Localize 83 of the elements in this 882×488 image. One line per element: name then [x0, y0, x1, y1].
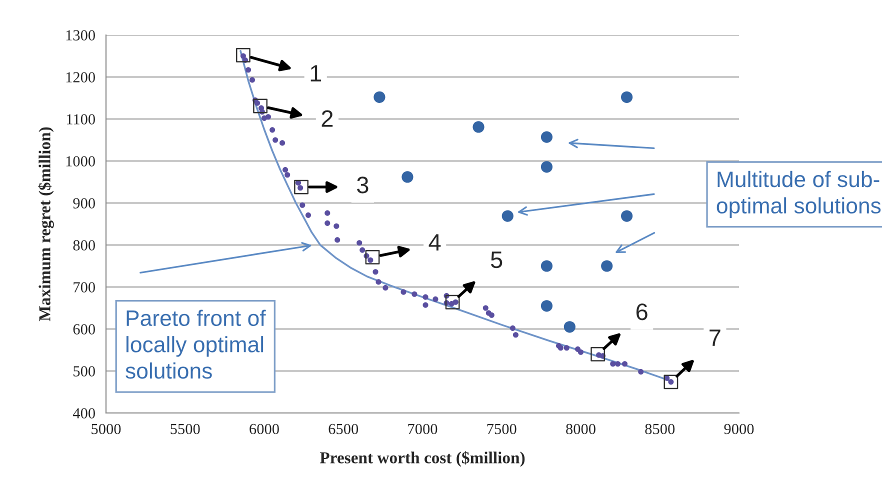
- x-tick-label: 6000: [250, 424, 279, 434]
- x-tick-label: 9000: [724, 424, 754, 434]
- point: [372, 269, 378, 275]
- x-tick-label: 8500: [645, 424, 675, 434]
- x-axis-title: Present worth cost ($million): [320, 451, 525, 467]
- annotation: 5: [490, 252, 502, 268]
- point: [374, 91, 386, 103]
- point: [334, 223, 340, 229]
- point: [334, 237, 340, 243]
- point: [615, 361, 621, 367]
- y-tick-label: 500: [74, 366, 95, 376]
- x-tick-label: 5500: [170, 424, 200, 434]
- point: [510, 325, 516, 331]
- point: [305, 212, 312, 218]
- point: [422, 302, 428, 308]
- point: [265, 114, 271, 120]
- annotation: 6: [636, 303, 648, 320]
- point: [324, 220, 330, 226]
- point: [270, 127, 276, 133]
- point: [620, 210, 633, 222]
- point: [578, 349, 584, 355]
- x-tick-label: 7500: [487, 424, 516, 434]
- point: [360, 247, 366, 253]
- point: [664, 374, 678, 390]
- point: [622, 361, 628, 367]
- y-tick-label: 1000: [66, 156, 95, 166]
- point: [590, 346, 606, 362]
- point: [512, 332, 518, 338]
- point: [272, 137, 278, 143]
- annotation: 4: [428, 234, 441, 250]
- x-tick-label: 7000: [408, 424, 438, 434]
- point: [382, 285, 388, 291]
- point: [280, 140, 286, 146]
- y-tick-label: 400: [72, 408, 95, 418]
- point: [638, 369, 644, 375]
- point: [245, 67, 252, 73]
- point: [282, 167, 288, 173]
- y-tick-label: 1200: [66, 72, 95, 82]
- point: [502, 210, 514, 222]
- point: [249, 77, 255, 83]
- point: [324, 210, 330, 216]
- point: [540, 300, 553, 312]
- annotation: Multitude of sub- optimal solutions: [716, 170, 881, 218]
- point: [564, 321, 576, 333]
- point: [610, 361, 616, 367]
- y-tick-label: 900: [73, 198, 95, 208]
- point: [412, 291, 418, 297]
- x-tick-label: 8000: [566, 424, 596, 434]
- point: [472, 121, 484, 133]
- point: [445, 294, 460, 310]
- point: [294, 180, 308, 194]
- point: [253, 98, 268, 114]
- annotation: Pareto front of locally optimal solutions: [126, 310, 266, 379]
- point: [236, 48, 250, 62]
- point: [601, 260, 613, 272]
- annotation: 1: [310, 65, 322, 82]
- point: [564, 345, 570, 351]
- point: [365, 250, 380, 264]
- point: [284, 172, 290, 178]
- point: [540, 161, 553, 173]
- y-tick-label: 1100: [66, 114, 95, 124]
- point: [422, 294, 428, 300]
- y-axis-title: Maximum regret ($million): [38, 127, 54, 322]
- point: [400, 289, 406, 295]
- point: [540, 131, 553, 143]
- annotation: 2: [322, 110, 333, 127]
- point: [402, 171, 414, 183]
- annotation: 3: [357, 176, 368, 194]
- point: [540, 260, 553, 272]
- y-tick-label: 600: [73, 324, 95, 334]
- point: [356, 240, 362, 246]
- point: [620, 91, 633, 103]
- y-tick-label: 800: [73, 240, 95, 250]
- y-tick-label: 1300: [66, 30, 95, 40]
- point: [432, 296, 438, 302]
- point: [300, 202, 306, 208]
- annotation: 7: [710, 330, 720, 346]
- point: [482, 305, 488, 311]
- x-tick-label: 6500: [328, 424, 358, 434]
- point: [488, 312, 494, 318]
- y-tick-label: 700: [74, 282, 95, 292]
- x-tick-label: 5000: [92, 424, 121, 434]
- point: [376, 279, 382, 285]
